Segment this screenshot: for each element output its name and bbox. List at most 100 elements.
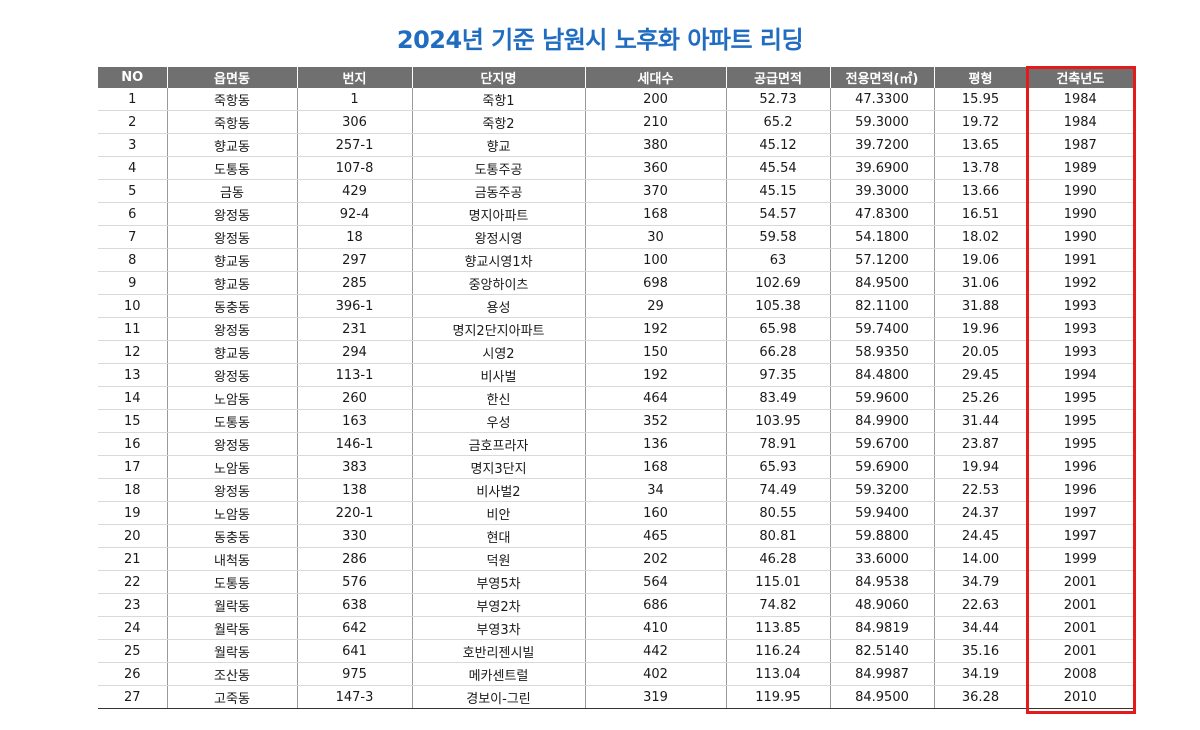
table-cell: 210 [584, 110, 726, 134]
column-header: NO [98, 67, 167, 88]
table-cell: 도통동 [166, 409, 297, 433]
table-cell: 119.95 [725, 685, 830, 709]
table-cell: 396-1 [296, 294, 412, 318]
table-row: 22 도통동 576 부영5차 564 115.01 84.9538 34.79 2001 [98, 570, 1133, 594]
table-row: 14 노암동 260 한신 464 83.49 59.9600 25.26 1995 [98, 386, 1133, 410]
table-row: 19 노암동 220-1 비안 160 80.55 59.9400 24.37 1997 [98, 501, 1133, 525]
table-cell: 향교동 [166, 133, 297, 157]
table-cell: 4 [98, 156, 167, 180]
table-cell: 34.44 [933, 616, 1027, 640]
table-cell: 월락동 [166, 593, 297, 617]
table-cell: 319 [584, 685, 726, 709]
table-cell: 47.8300 [829, 202, 934, 226]
table-cell: 59.8800 [829, 524, 934, 548]
table-cell: 도통주공 [411, 156, 585, 180]
table-cell: 686 [584, 593, 726, 617]
table-cell: 1996 [1026, 478, 1133, 502]
table-cell: 442 [584, 639, 726, 663]
table-row: 1 죽항동 1 죽항1 200 52.73 47.3300 15.95 1984 [98, 88, 1133, 111]
table-cell: 우성 [411, 409, 585, 433]
table-cell: 부영3차 [411, 616, 585, 640]
table-cell: 19.94 [933, 455, 1027, 479]
table-cell: 고죽동 [166, 685, 297, 709]
table-cell: 현대 [411, 524, 585, 548]
table-cell: 30 [584, 225, 726, 249]
table-row: 3 향교동 257-1 향교 380 45.12 39.7200 13.65 1987 [98, 133, 1133, 157]
table-cell: 노암동 [166, 501, 297, 525]
table-cell: 59.6900 [829, 455, 934, 479]
table-row: 18 왕정동 138 비사벌2 34 74.49 59.3200 22.53 1996 [98, 478, 1133, 502]
table-cell: 66.28 [725, 340, 830, 364]
table-cell: 19.96 [933, 317, 1027, 341]
table-cell: 도통동 [166, 156, 297, 180]
table-cell: 죽항2 [411, 110, 585, 134]
column-header: 건축년도 [1026, 67, 1133, 88]
table-cell: 1984 [1026, 110, 1133, 134]
table-cell: 59.58 [725, 225, 830, 249]
table-cell: 74.82 [725, 593, 830, 617]
table-cell: 74.49 [725, 478, 830, 502]
table-cell: 금호프라자 [411, 432, 585, 456]
table-cell: 113-1 [296, 363, 412, 387]
table-cell: 1993 [1026, 294, 1133, 318]
table-cell: 20 [98, 524, 167, 548]
table-cell: 1991 [1026, 248, 1133, 272]
table-cell: 22.53 [933, 478, 1027, 502]
table-cell: 115.01 [725, 570, 830, 594]
table-cell: 58.9350 [829, 340, 934, 364]
table-cell: 향교동 [166, 340, 297, 364]
table-row: 12 향교동 294 시영2 150 66.28 58.9350 20.05 1993 [98, 340, 1133, 364]
table-cell: 29 [584, 294, 726, 318]
table-cell: 82.1100 [829, 294, 934, 318]
table-cell: 동충동 [166, 294, 297, 318]
table-cell: 1990 [1026, 225, 1133, 249]
table-cell: 105.38 [725, 294, 830, 318]
table-cell: 6 [98, 202, 167, 226]
table-cell: 1993 [1026, 317, 1133, 341]
table-cell: 113.85 [725, 616, 830, 640]
table-cell: 59.6700 [829, 432, 934, 456]
table-cell: 호반리젠시빌 [411, 639, 585, 663]
table-cell: 2001 [1026, 593, 1133, 617]
table-cell: 19 [98, 501, 167, 525]
table-cell: 39.6900 [829, 156, 934, 180]
table-cell: 시영2 [411, 340, 585, 364]
table-row: 16 왕정동 146-1 금호프라자 136 78.91 59.6700 23.87 1995 [98, 432, 1133, 456]
table-cell: 39.7200 [829, 133, 934, 157]
table-cell: 24.37 [933, 501, 1027, 525]
table-cell: 402 [584, 662, 726, 686]
table-cell: 1990 [1026, 202, 1133, 226]
table-cell: 257-1 [296, 133, 412, 157]
table-cell: 92-4 [296, 202, 412, 226]
table-cell: 16 [98, 432, 167, 456]
table-row: 13 왕정동 113-1 비사벌 192 97.35 84.4800 29.45 1994 [98, 363, 1133, 387]
table-cell: 116.24 [725, 639, 830, 663]
table-cell: 향교동 [166, 248, 297, 272]
table-cell: 1 [98, 88, 167, 111]
table-cell: 136 [584, 432, 726, 456]
table-cell: 641 [296, 639, 412, 663]
table-row: 6 왕정동 92-4 명지아파트 168 54.57 47.8300 16.51 1990 [98, 202, 1133, 226]
table-cell: 1997 [1026, 501, 1133, 525]
table-cell: 2001 [1026, 570, 1133, 594]
table-cell: 380 [584, 133, 726, 157]
table-row: 10 동충동 396-1 용성 29 105.38 82.1100 31.88 1993 [98, 294, 1133, 318]
table-cell: 1999 [1026, 547, 1133, 571]
table-cell: 65.98 [725, 317, 830, 341]
table-cell: 410 [584, 616, 726, 640]
table-cell: 17 [98, 455, 167, 479]
table-cell: 향교시영1차 [411, 248, 585, 272]
table-cell: 26 [98, 662, 167, 686]
table-cell: 286 [296, 547, 412, 571]
table-cell: 14 [98, 386, 167, 410]
table-cell: 내척동 [166, 547, 297, 571]
table-cell: 명지아파트 [411, 202, 585, 226]
table-cell: 84.9500 [829, 271, 934, 295]
table-cell: 1 [296, 88, 412, 111]
table-row: 21 내척동 286 덕원 202 46.28 33.6000 14.00 1999 [98, 547, 1133, 571]
table-cell: 163 [296, 409, 412, 433]
table-cell: 8 [98, 248, 167, 272]
table-cell: 도통동 [166, 570, 297, 594]
table-cell: 1995 [1026, 386, 1133, 410]
table-cell: 부영2차 [411, 593, 585, 617]
